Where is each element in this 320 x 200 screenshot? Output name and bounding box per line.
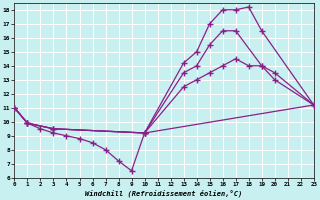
- X-axis label: Windchill (Refroidissement éolien,°C): Windchill (Refroidissement éolien,°C): [85, 190, 243, 197]
